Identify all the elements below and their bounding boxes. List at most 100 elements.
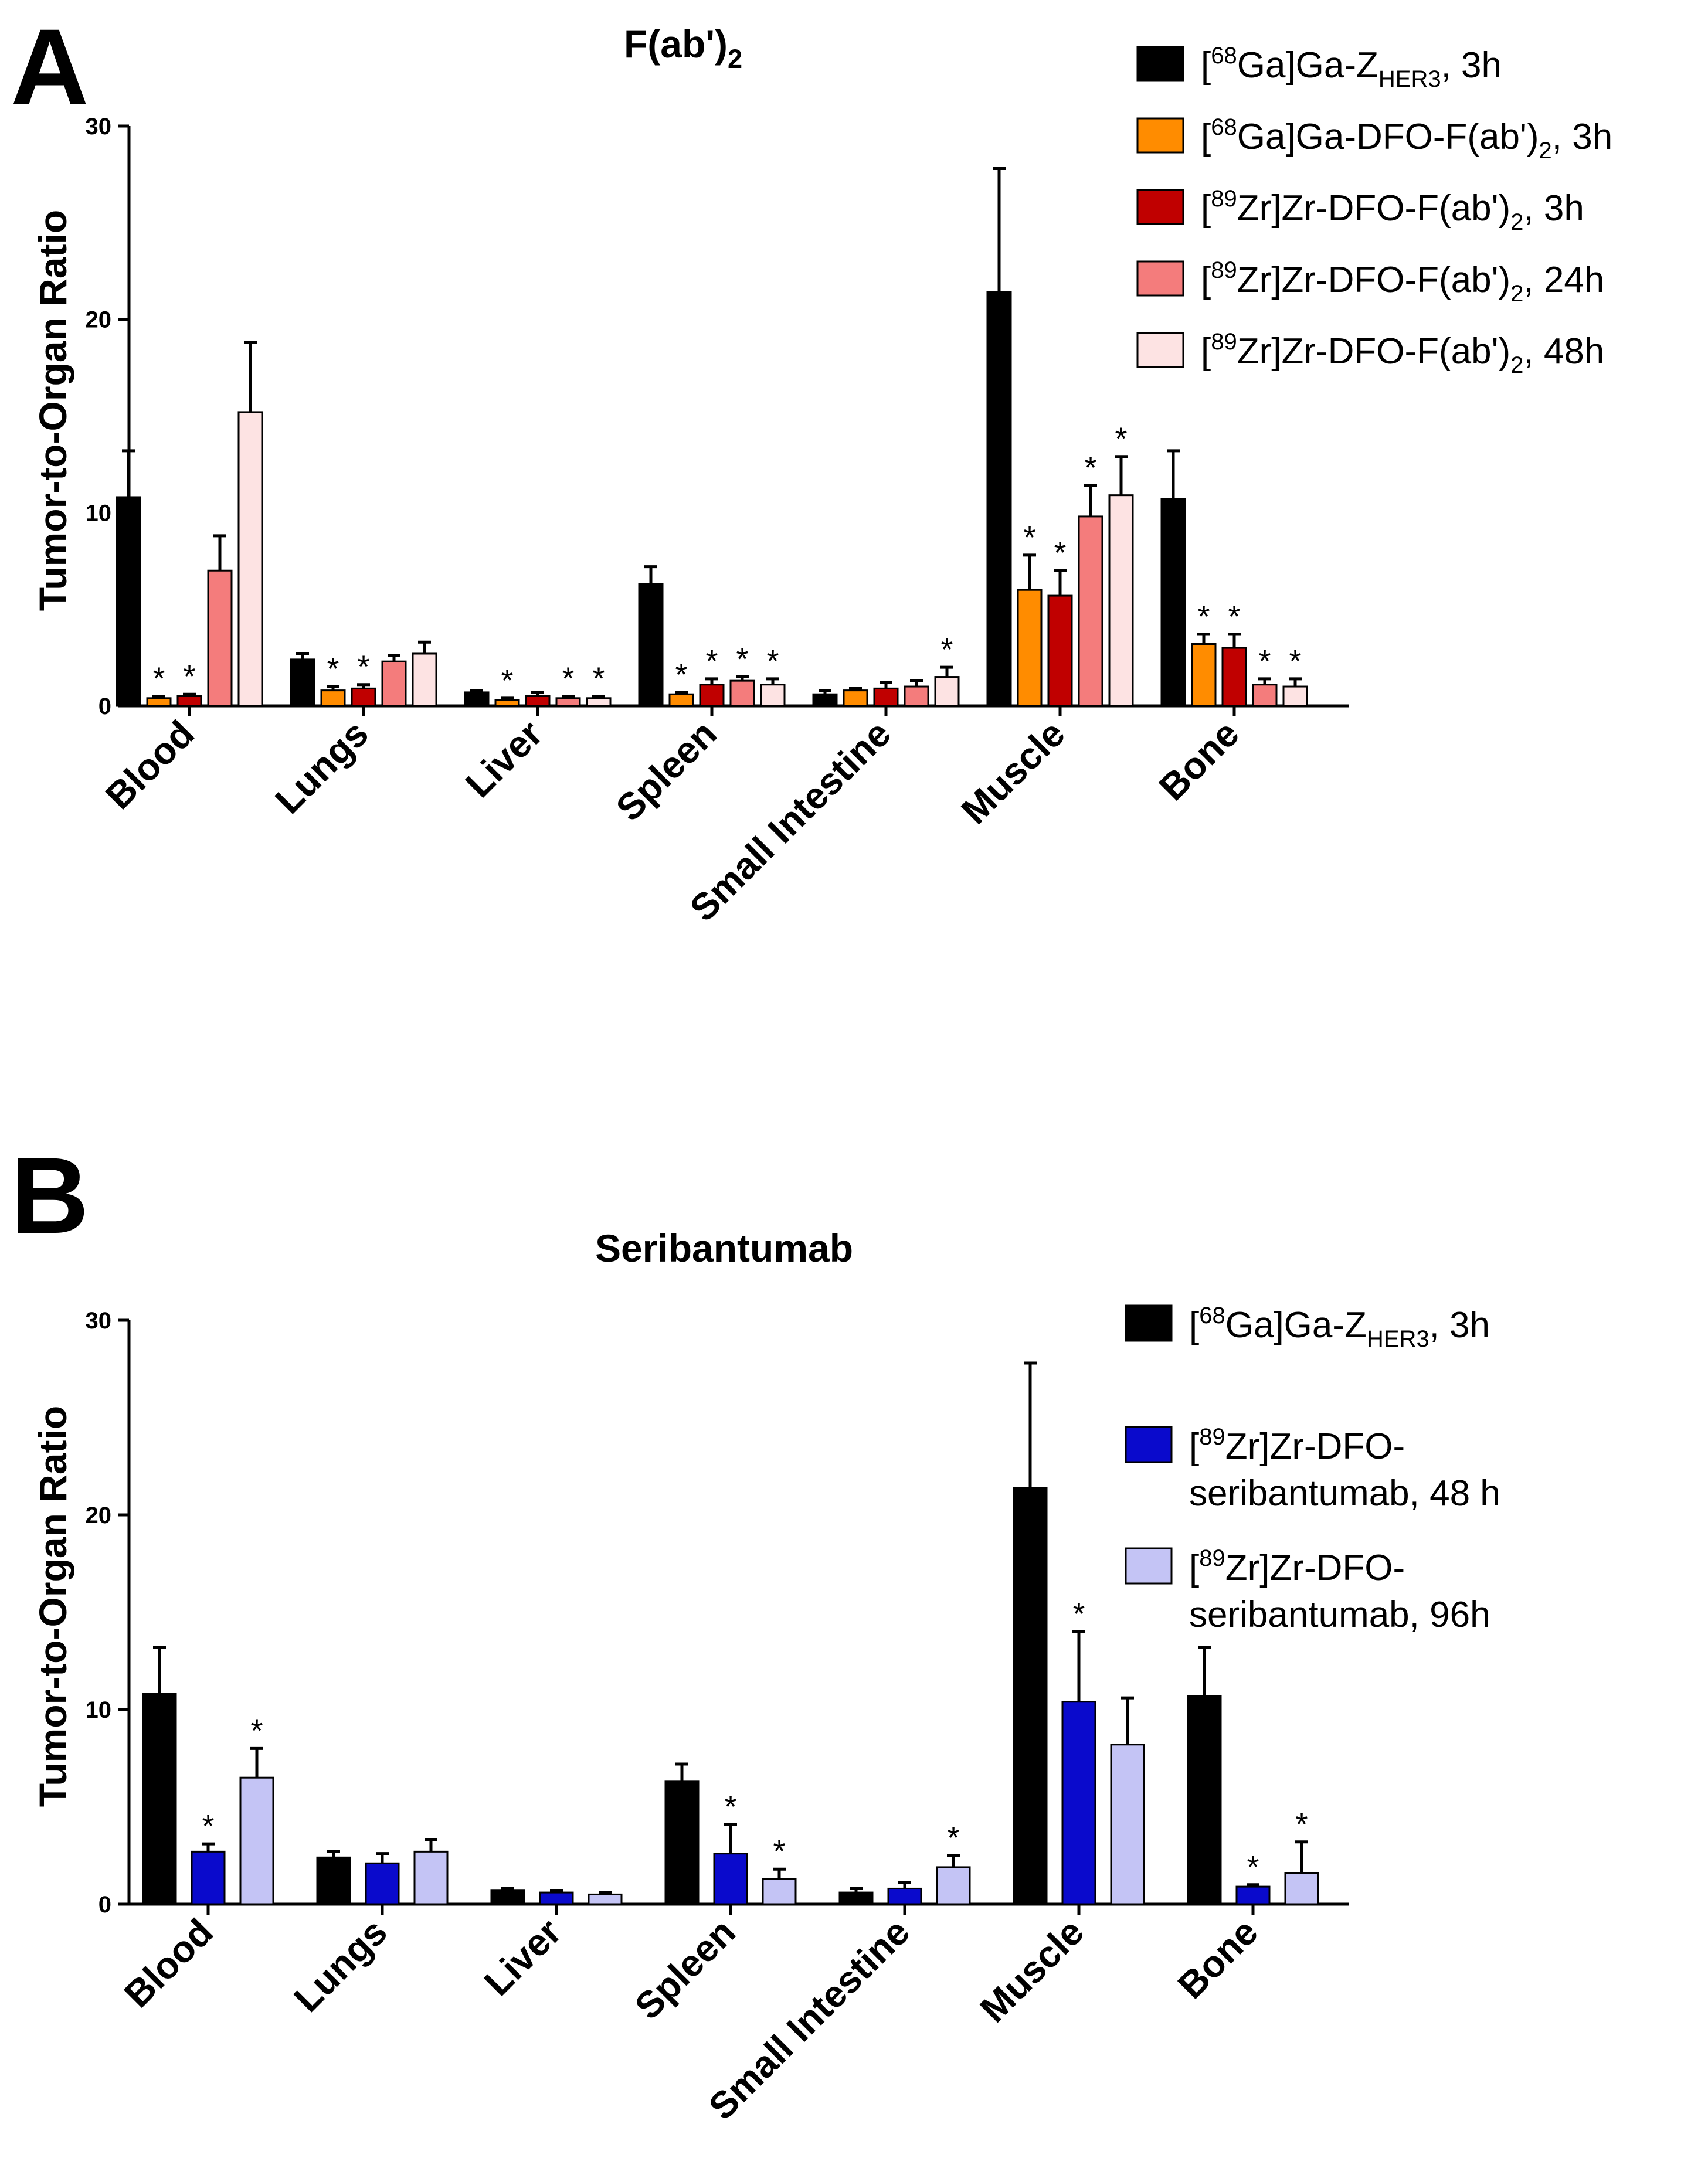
chart-title-b-main: Seribantumab <box>595 1226 853 1270</box>
significance-star: * <box>940 632 953 667</box>
chart-title-a: F(ab')2 <box>624 22 742 74</box>
panel-label-a: A <box>11 7 89 128</box>
bar <box>412 652 437 707</box>
y-tick-label: 20 <box>86 307 112 333</box>
y-axis-label-a: Tumor-to-Organ Ratio <box>31 210 74 611</box>
significance-star: * <box>705 644 718 679</box>
legend-label: [89Zr]Zr-DFO- <box>1189 1545 1405 1588</box>
significance-star: * <box>1054 535 1066 570</box>
significance-star: * <box>152 661 165 696</box>
legend-swatch <box>1125 1304 1173 1342</box>
legend-label: [89Zr]Zr-DFO- <box>1189 1424 1405 1467</box>
significance-star: * <box>766 644 779 679</box>
chart-title-a-subscript: 2 <box>728 44 742 74</box>
bar <box>239 1776 274 1905</box>
bar <box>843 689 868 707</box>
significance-star: * <box>1247 1850 1259 1885</box>
significance-star: * <box>736 642 748 677</box>
bar <box>1047 594 1073 707</box>
y-tick-label: 30 <box>86 114 112 140</box>
bar <box>176 695 202 707</box>
bar <box>494 699 520 707</box>
legend-label-line2: seribantumab, 96h <box>1189 1595 1490 1635</box>
bar <box>116 496 141 707</box>
bar <box>904 685 929 707</box>
bar <box>586 697 612 707</box>
legend-label: [89Zr]Zr-DFO-F(ab')2, 24h <box>1201 257 1604 307</box>
bar <box>413 1850 449 1905</box>
bar <box>237 411 263 707</box>
bar <box>1284 1872 1319 1905</box>
significance-star: * <box>1072 1596 1085 1632</box>
bar <box>838 1891 874 1905</box>
legend-item: [89Zr]Zr-DFO-seribantumab, 96h <box>1125 1545 1490 1635</box>
significance-star: * <box>1258 644 1271 679</box>
bar <box>887 1887 922 1905</box>
bar <box>464 691 490 707</box>
legend-label: [89Zr]Zr-DFO-F(ab')2, 3h <box>1201 186 1584 235</box>
bar <box>936 1866 971 1905</box>
bar <box>638 583 664 707</box>
bar <box>539 1891 574 1905</box>
significance-star: * <box>773 1834 785 1869</box>
bar <box>191 1850 226 1905</box>
significance-star: * <box>562 661 574 696</box>
legend-swatch <box>1136 260 1184 297</box>
bar <box>525 695 551 707</box>
bar <box>207 569 233 707</box>
y-axis-label-b: Tumor-to-Organ Ratio <box>31 1406 74 1807</box>
y-tick-label: 0 <box>99 694 111 719</box>
legend-label: [68Ga]Ga-ZHER3, 3h <box>1201 43 1502 92</box>
bar <box>365 1862 400 1905</box>
significance-star: * <box>1023 520 1035 555</box>
y-tick-label: 0 <box>99 1892 111 1918</box>
significance-star: * <box>1295 1807 1308 1842</box>
bar <box>934 676 960 707</box>
legend-label: [68Ga]Ga-ZHER3, 3h <box>1189 1303 1490 1352</box>
bar <box>290 658 315 707</box>
bar <box>873 687 899 707</box>
y-tick-label: 10 <box>86 1697 112 1723</box>
legend-a: [68Ga]Ga-ZHER3, 3h [68Ga]Ga-DFO-F(ab')2, … <box>1136 43 1612 378</box>
bar <box>381 660 407 707</box>
bar <box>664 1780 700 1905</box>
bar <box>351 687 376 707</box>
legend-swatch <box>1125 1426 1173 1463</box>
legend-item: [68Ga]Ga-ZHER3, 3h <box>1136 43 1502 92</box>
legend-swatch <box>1136 189 1184 225</box>
significance-star: * <box>1115 422 1127 457</box>
bar <box>1078 515 1103 707</box>
significance-star: * <box>675 657 687 692</box>
y-tick-label: 10 <box>86 500 112 526</box>
bar <box>760 684 786 707</box>
legend-item: [89Zr]Zr-DFO-seribantumab, 48 h <box>1125 1424 1500 1514</box>
bar <box>588 1893 623 1905</box>
significance-star: * <box>250 1713 263 1748</box>
significance-star: * <box>501 663 513 698</box>
bar <box>986 291 1012 707</box>
legend-swatch <box>1136 46 1184 82</box>
bar <box>490 1889 525 1905</box>
bar <box>1221 647 1247 707</box>
significance-star: * <box>357 650 369 685</box>
significance-star: * <box>724 1789 736 1824</box>
legend-item: [89Zr]Zr-DFO-F(ab')2, 3h <box>1136 186 1584 235</box>
bar <box>1160 498 1186 707</box>
significance-star: * <box>1228 599 1240 634</box>
bar <box>1252 684 1278 707</box>
legend-item: [89Zr]Zr-DFO-F(ab')2, 48h <box>1136 329 1604 378</box>
legend-label-line2: seribantumab, 48 h <box>1189 1473 1500 1514</box>
significance-star: * <box>183 659 195 694</box>
bar <box>668 693 694 707</box>
chart-title-a-main: F(ab') <box>624 22 728 66</box>
significance-star: * <box>327 651 339 687</box>
bar <box>1110 1744 1145 1905</box>
bar <box>320 689 346 707</box>
bar <box>146 697 172 707</box>
legend-item: [68Ga]Ga-DFO-F(ab')2, 3h <box>1136 114 1612 164</box>
bar <box>1235 1885 1271 1905</box>
bar <box>1282 685 1308 707</box>
bar <box>1187 1695 1222 1905</box>
